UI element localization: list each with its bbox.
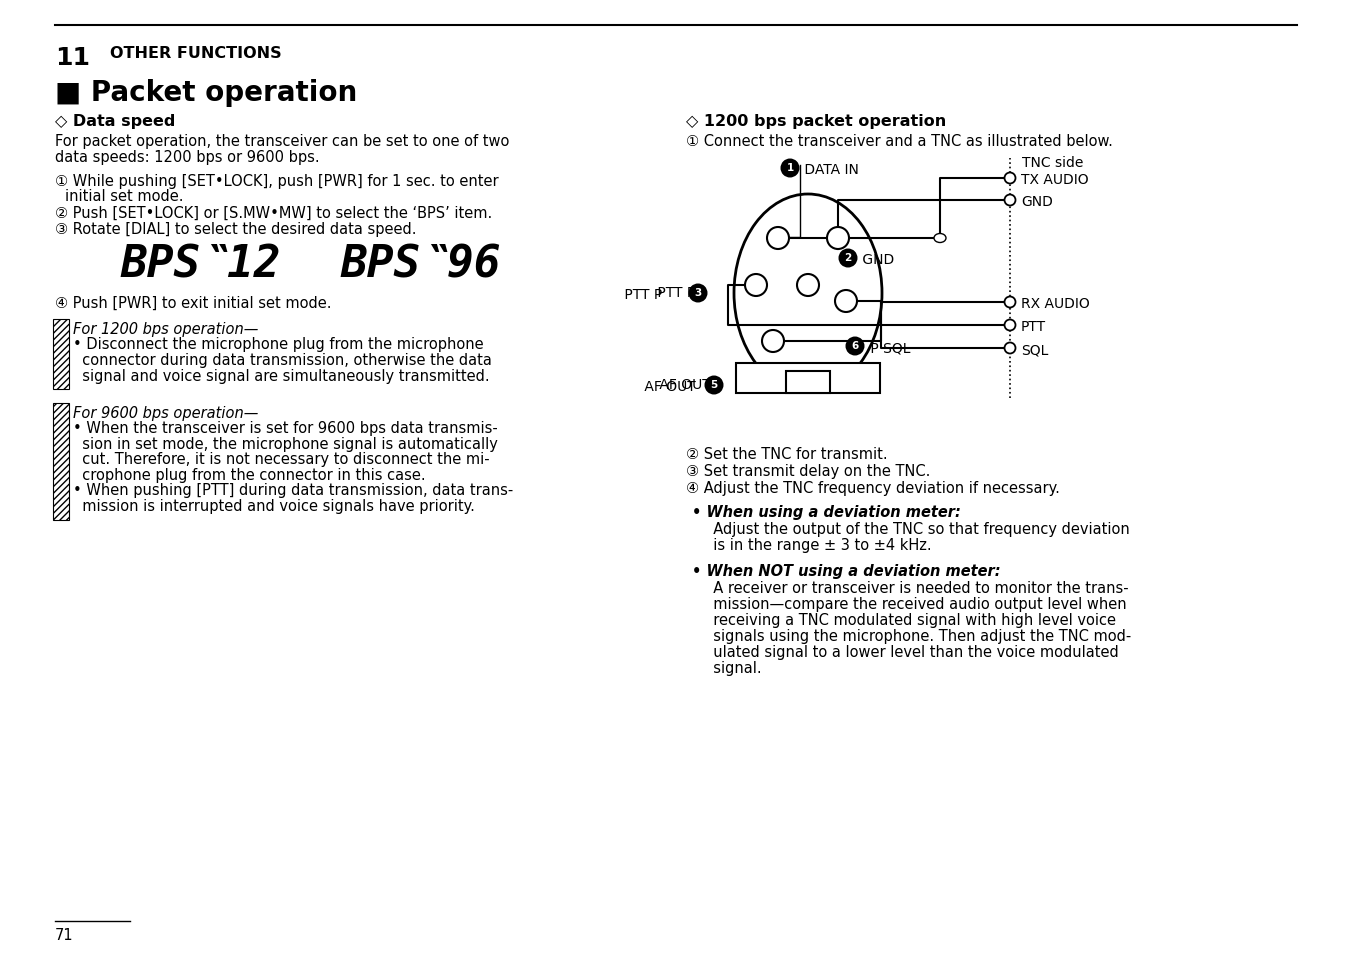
- Text: ② Push [SET•LOCK] or [S.MW•MW] to select the ‘BPS’ item.: ② Push [SET•LOCK] or [S.MW•MW] to select…: [55, 206, 492, 221]
- Text: ◇ Data speed: ◇ Data speed: [55, 113, 176, 129]
- Circle shape: [763, 331, 784, 353]
- Text: • When the transceiver is set for 9600 bps data transmis-: • When the transceiver is set for 9600 b…: [73, 421, 498, 436]
- Text: DATA IN: DATA IN: [800, 163, 859, 177]
- Text: For 9600 bps operation—: For 9600 bps operation—: [73, 406, 258, 420]
- Bar: [735, 364, 880, 394]
- Text: RX AUDIO: RX AUDIO: [1021, 296, 1090, 311]
- Circle shape: [796, 274, 819, 296]
- Text: 11: 11: [55, 46, 91, 70]
- Bar: [53, 319, 69, 390]
- Text: PTT P: PTT P: [621, 288, 662, 302]
- Text: is in the range ± 3 to ±4 kHz.: is in the range ± 3 to ±4 kHz.: [704, 537, 932, 553]
- Text: 5: 5: [710, 379, 718, 390]
- Text: • When NOT using a deviation meter:: • When NOT using a deviation meter:: [692, 563, 1000, 578]
- Text: ① While pushing [SET•LOCK], push [PWR] for 1 sec. to enter: ① While pushing [SET•LOCK], push [PWR] f…: [55, 173, 499, 189]
- Circle shape: [1005, 320, 1015, 331]
- Text: • When using a deviation meter:: • When using a deviation meter:: [692, 504, 961, 519]
- Circle shape: [1005, 297, 1015, 308]
- Text: initial set mode.: initial set mode.: [65, 189, 184, 204]
- Text: 6: 6: [852, 340, 859, 351]
- Text: data speeds: 1200 bps or 9600 bps.: data speeds: 1200 bps or 9600 bps.: [55, 150, 319, 165]
- Text: GND: GND: [1021, 194, 1053, 209]
- Text: ① Connect the transceiver and a TNC as illustrated below.: ① Connect the transceiver and a TNC as i…: [685, 133, 1113, 149]
- Text: PTT P: PTT P: [653, 286, 695, 299]
- Text: mission—compare the received audio output level when: mission—compare the received audio outpu…: [704, 597, 1126, 612]
- Text: • When pushing [PTT] during data transmission, data trans-: • When pushing [PTT] during data transmi…: [73, 483, 514, 498]
- Text: AF OUT: AF OUT: [656, 377, 711, 392]
- Ellipse shape: [734, 194, 882, 393]
- Text: 1: 1: [787, 163, 794, 172]
- Circle shape: [1005, 173, 1015, 184]
- Text: 3: 3: [695, 288, 702, 297]
- Text: receiving a TNC modulated signal with high level voice: receiving a TNC modulated signal with hi…: [704, 613, 1115, 627]
- Text: TNC side: TNC side: [1022, 156, 1083, 170]
- Circle shape: [767, 228, 790, 250]
- Text: ③ Rotate [DIAL] to select the desired data speed.: ③ Rotate [DIAL] to select the desired da…: [55, 222, 416, 236]
- Text: 71: 71: [55, 927, 73, 942]
- Text: ② Set the TNC for transmit.: ② Set the TNC for transmit.: [685, 447, 888, 461]
- Text: TX AUDIO: TX AUDIO: [1021, 172, 1088, 187]
- Text: ④ Adjust the TNC frequency deviation if necessary.: ④ Adjust the TNC frequency deviation if …: [685, 480, 1060, 496]
- Circle shape: [780, 159, 799, 178]
- Text: SQL: SQL: [1021, 343, 1048, 356]
- Text: For 1200 bps operation—: For 1200 bps operation—: [73, 322, 258, 336]
- Bar: [53, 403, 69, 520]
- Text: 2: 2: [845, 253, 852, 263]
- Text: PTT: PTT: [1021, 319, 1046, 334]
- Ellipse shape: [934, 234, 946, 243]
- Circle shape: [838, 250, 857, 268]
- Circle shape: [836, 291, 857, 313]
- Text: signals using the microphone. Then adjust the TNC mod-: signals using the microphone. Then adjus…: [704, 628, 1132, 643]
- Text: GND: GND: [859, 253, 894, 267]
- Text: signal and voice signal are simultaneously transmitted.: signal and voice signal are simultaneous…: [73, 368, 489, 383]
- Text: ③ Set transmit delay on the TNC.: ③ Set transmit delay on the TNC.: [685, 463, 930, 478]
- Text: signal.: signal.: [704, 660, 761, 676]
- Text: BPS‶12: BPS‶12: [120, 243, 280, 286]
- Text: • Disconnect the microphone plug from the microphone: • Disconnect the microphone plug from th…: [73, 337, 484, 352]
- Text: P SQL: P SQL: [867, 340, 910, 355]
- Text: mission is interrupted and voice signals have priority.: mission is interrupted and voice signals…: [73, 498, 475, 514]
- Circle shape: [845, 337, 864, 356]
- Text: cut. Therefore, it is not necessary to disconnect the mi-: cut. Therefore, it is not necessary to d…: [73, 452, 489, 467]
- Text: OTHER FUNCTIONS: OTHER FUNCTIONS: [110, 46, 281, 61]
- Circle shape: [704, 376, 723, 395]
- Text: ◇ 1200 bps packet operation: ◇ 1200 bps packet operation: [685, 113, 946, 129]
- Text: ④ Push [PWR] to exit initial set mode.: ④ Push [PWR] to exit initial set mode.: [55, 295, 331, 311]
- Text: ulated signal to a lower level than the voice modulated: ulated signal to a lower level than the …: [704, 644, 1118, 659]
- Circle shape: [827, 228, 849, 250]
- Circle shape: [1005, 343, 1015, 355]
- Bar: [786, 372, 830, 394]
- Text: ■ Packet operation: ■ Packet operation: [55, 79, 357, 107]
- Text: For packet operation, the transceiver can be set to one of two: For packet operation, the transceiver ca…: [55, 133, 510, 149]
- Text: sion in set mode, the microphone signal is automatically: sion in set mode, the microphone signal …: [73, 436, 498, 452]
- Circle shape: [688, 284, 707, 303]
- Text: crophone plug from the connector in this case.: crophone plug from the connector in this…: [73, 468, 426, 482]
- Circle shape: [1005, 195, 1015, 206]
- Text: AF OUT: AF OUT: [639, 379, 696, 394]
- Text: Adjust the output of the TNC so that frequency deviation: Adjust the output of the TNC so that fre…: [704, 521, 1130, 537]
- Circle shape: [745, 274, 767, 296]
- Text: connector during data transmission, otherwise the data: connector during data transmission, othe…: [73, 353, 492, 368]
- Text: A receiver or transceiver is needed to monitor the trans-: A receiver or transceiver is needed to m…: [704, 580, 1129, 596]
- Text: BPS‶96: BPS‶96: [339, 243, 500, 286]
